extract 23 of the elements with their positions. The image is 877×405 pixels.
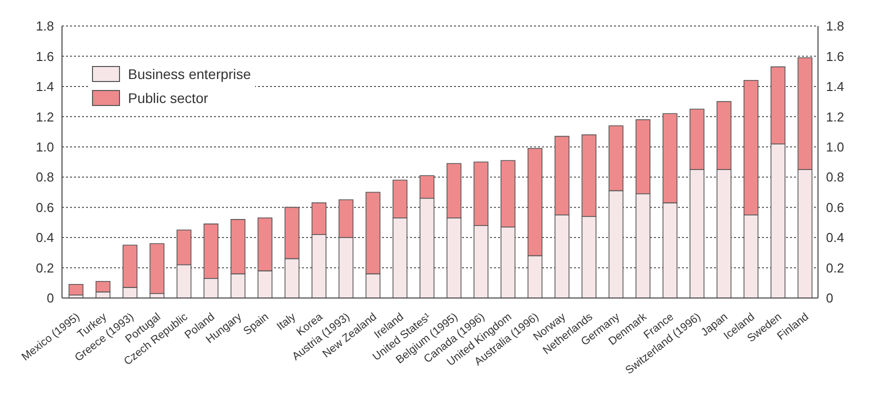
y2-tick-label: 0.2 <box>826 260 844 276</box>
bar <box>68 284 84 296</box>
y-tick-label: 1.0 <box>36 140 54 155</box>
y-tick-label: 1.8 <box>36 18 54 34</box>
y-tick-label: 0.8 <box>36 170 54 185</box>
y2-tick-label: 1.8 <box>826 18 844 34</box>
y2-tick-label: 1.4 <box>826 79 844 94</box>
y2-tick-label: 0.8 <box>826 170 844 185</box>
y-tick-label: 0.6 <box>36 200 54 215</box>
y2-tick-label: 1.0 <box>826 140 844 155</box>
legend-label: Business enterprise <box>128 66 251 82</box>
y2-tick-label: 0.4 <box>826 230 844 246</box>
y-tick-label: 1.2 <box>36 109 54 124</box>
legend-label: Public sector <box>128 90 208 106</box>
y-tick-label: 1.6 <box>36 48 54 64</box>
y2-tick-label: 0.6 <box>826 200 844 215</box>
y-tick-label: 0 <box>46 290 54 306</box>
y-tick-label: 0.2 <box>36 260 54 276</box>
y-tick-label: 1.4 <box>36 79 54 94</box>
y-tick-label: 0.4 <box>36 230 54 246</box>
y2-tick-label: 0 <box>826 290 834 306</box>
y2-tick-label: 1.2 <box>826 109 844 124</box>
y2-tick-label: 1.6 <box>826 48 844 64</box>
